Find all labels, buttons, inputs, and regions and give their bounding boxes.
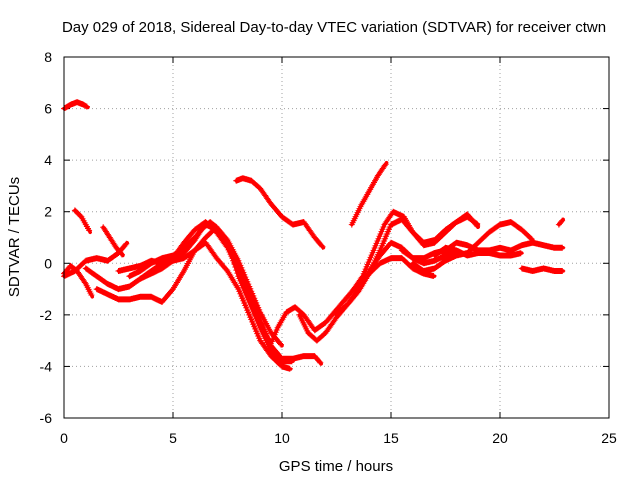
series-markers: [348, 161, 389, 228]
y-tick-label: 0: [44, 255, 52, 271]
tick-labels: 0 5 10 15 20 25 -6 -4 -2 0 2 4 6 8: [40, 49, 617, 446]
series-arc-19: [431, 244, 524, 259]
x-tick-label: 15: [383, 430, 399, 446]
y-tick-label: 8: [44, 49, 52, 65]
x-tick-label: 5: [169, 430, 177, 446]
series-markers: [233, 175, 326, 250]
series-arc-11: [233, 175, 326, 250]
series-markers: [115, 239, 293, 372]
series-markers: [71, 207, 93, 234]
x-tick-label: 20: [492, 430, 508, 446]
series-arc-1: [61, 99, 90, 112]
x-tick-label: 0: [60, 430, 68, 446]
series-arc-20: [518, 265, 566, 274]
x-tick-label: 25: [601, 430, 617, 446]
series-arc-15: [348, 160, 389, 228]
series-arc-2: [71, 207, 93, 235]
series-arc-8: [115, 239, 293, 372]
series-markers: [431, 244, 524, 259]
y-tick-label: 2: [44, 204, 52, 220]
series-markers: [61, 99, 90, 112]
chart-title: Day 029 of 2018, Sidereal Day-to-day VTE…: [62, 19, 606, 36]
series-arc-21: [555, 217, 566, 228]
series-arc-10: [137, 219, 284, 348]
series-arc-18: [409, 219, 535, 274]
series-markers: [555, 217, 566, 228]
plot-frame: [63, 56, 610, 419]
y-tick-label: 6: [44, 101, 52, 117]
y-tick-label: 4: [44, 152, 52, 168]
series-layer: [61, 99, 566, 372]
x-tick-label: 10: [274, 430, 290, 446]
y-tick-label: -4: [40, 358, 53, 374]
series-markers: [350, 208, 481, 293]
series-markers: [137, 219, 284, 348]
y-axis-label: SDTVAR / TECUs: [6, 177, 23, 297]
series-line: [267, 256, 437, 351]
series-arc-16: [350, 208, 481, 293]
series-markers: [518, 265, 566, 274]
y-tick-label: -6: [40, 410, 53, 426]
y-tick-label: -2: [40, 307, 53, 323]
x-axis-label: GPS time / hours: [279, 458, 393, 475]
